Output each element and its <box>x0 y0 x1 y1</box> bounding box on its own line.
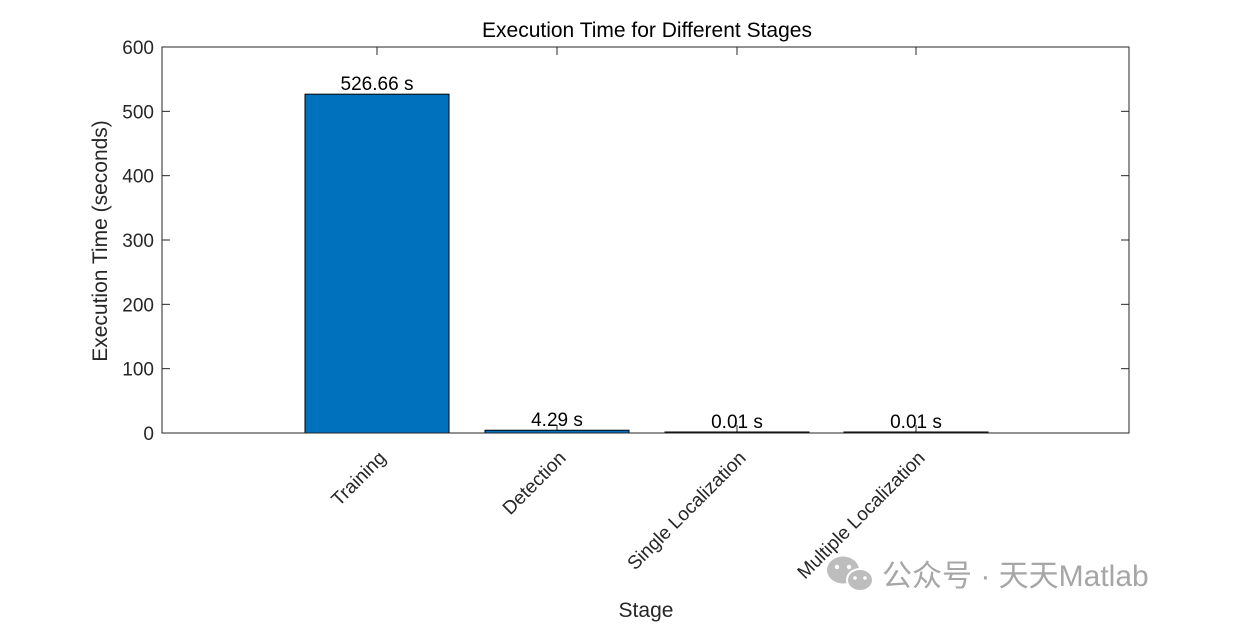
x-tick-label: Training <box>328 448 391 511</box>
y-tick-label: 500 <box>122 102 154 123</box>
data-label: 0.01 s <box>890 412 942 433</box>
y-tick-label: 600 <box>122 38 154 59</box>
y-tick-label: 300 <box>122 231 154 252</box>
data-label: 0.01 s <box>711 412 763 433</box>
bar-training <box>304 93 450 434</box>
y-axis-label: Execution Time (seconds) <box>89 120 112 362</box>
x-tick-label: Detection <box>499 448 571 520</box>
wechat-icon <box>827 556 874 592</box>
data-label: 526.66 s <box>341 74 414 95</box>
plot-box <box>161 46 1130 434</box>
watermark-text: 公众号 · 天天Matlab <box>882 560 1149 593</box>
y-tick-label: 200 <box>122 295 154 316</box>
watermark: 公众号 · 天天Matlab <box>827 556 1149 593</box>
chart-title: Execution Time for Different Stages <box>482 19 812 42</box>
y-tick-label: 400 <box>122 167 154 188</box>
y-tick-labels: 0 100 200 300 400 500 600 <box>122 38 154 445</box>
y-tick-label: 0 <box>143 424 154 445</box>
x-axis-label: Stage <box>619 599 674 622</box>
y-tick-label: 100 <box>122 360 154 381</box>
data-labels: 526.66 s 4.29 s 0.01 s 0.01 s <box>341 74 942 433</box>
data-label: 4.29 s <box>531 410 583 431</box>
x-tick-label: Single Localization <box>624 448 751 575</box>
bars <box>304 93 989 434</box>
